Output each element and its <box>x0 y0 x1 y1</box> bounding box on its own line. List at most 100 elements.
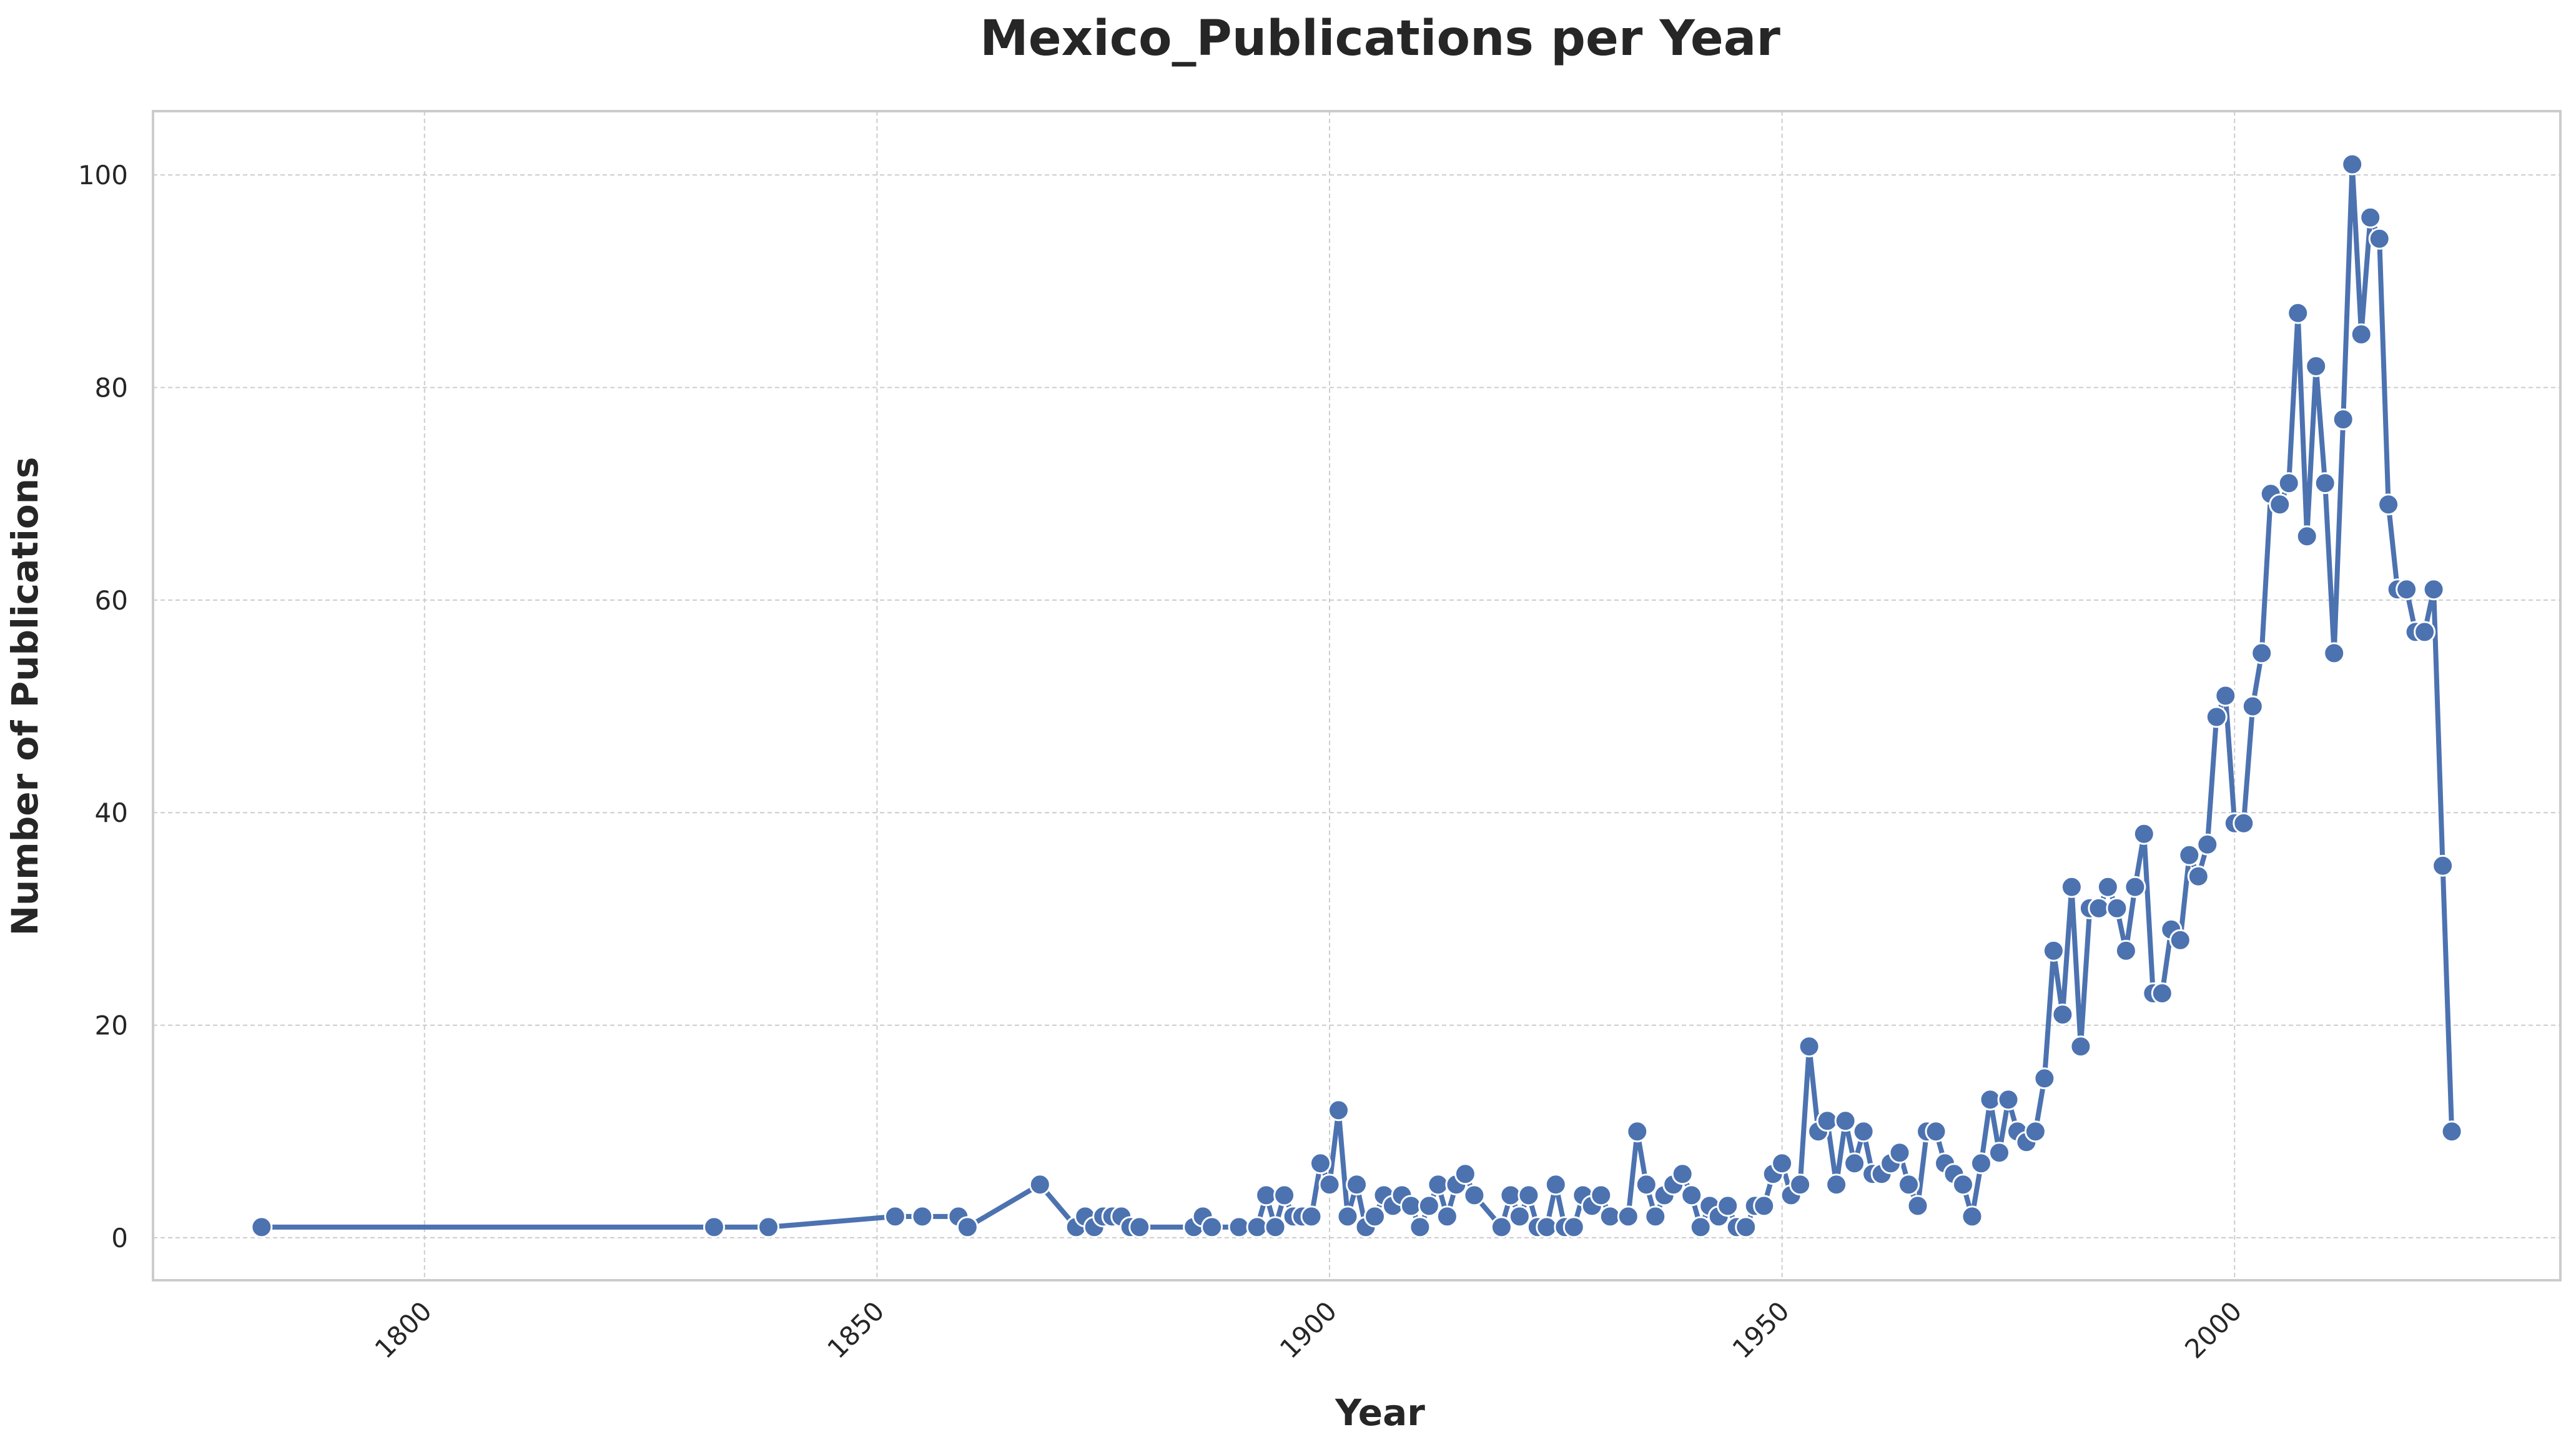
data-point <box>2107 898 2127 918</box>
data-point <box>1790 1175 1810 1195</box>
data-point <box>1428 1175 1448 1195</box>
data-point <box>1817 1111 1837 1131</box>
data-point <box>885 1207 905 1227</box>
data-point <box>1256 1185 1276 1205</box>
data-points <box>252 154 2462 1237</box>
data-point <box>1890 1143 1910 1163</box>
data-point <box>912 1207 932 1227</box>
chart-title: Mexico_Publications per Year <box>980 11 1780 67</box>
data-point <box>1853 1122 1873 1142</box>
data-point <box>1772 1153 1792 1173</box>
data-point <box>1464 1185 1484 1205</box>
data-point <box>252 1217 272 1237</box>
data-point <box>1437 1207 1457 1227</box>
y-tick-label: 20 <box>95 1010 128 1041</box>
data-point <box>1899 1175 1919 1195</box>
data-point <box>2035 1069 2055 1089</box>
data-point <box>1265 1217 1285 1237</box>
data-point <box>1980 1090 2000 1110</box>
data-point <box>1682 1185 1702 1205</box>
data-point <box>1365 1207 1385 1227</box>
data-point <box>1627 1122 1647 1142</box>
data-point <box>1410 1217 1430 1237</box>
data-point <box>2288 303 2308 323</box>
data-point <box>2361 207 2381 227</box>
data-point <box>1311 1153 1331 1173</box>
data-point <box>1401 1196 1421 1216</box>
series-line-layer <box>262 164 2452 1227</box>
y-tick-label: 0 <box>111 1223 128 1253</box>
data-point <box>2369 229 2389 249</box>
data-point <box>2179 845 2199 865</box>
x-tick-label: 1950 <box>1726 1295 1795 1364</box>
data-point <box>1690 1217 1710 1237</box>
data-point <box>2098 877 2118 897</box>
data-point <box>1347 1175 1367 1195</box>
data-point <box>2243 696 2263 716</box>
x-tick-label: 1850 <box>821 1295 890 1364</box>
data-point <box>1718 1196 1738 1216</box>
data-point <box>1591 1185 1611 1205</box>
data-point <box>1320 1175 1340 1195</box>
data-point <box>1419 1196 1439 1216</box>
data-point <box>1962 1207 1982 1227</box>
data-point <box>1827 1175 1847 1195</box>
data-point <box>1971 1153 1991 1173</box>
data-point <box>2125 877 2145 897</box>
data-point <box>1636 1175 1656 1195</box>
x-tick-label: 1800 <box>369 1295 438 1364</box>
data-point <box>2198 834 2218 854</box>
data-point <box>1736 1217 1756 1237</box>
data-point <box>1491 1217 1511 1237</box>
data-point <box>2315 473 2335 493</box>
data-point <box>1338 1207 1358 1227</box>
data-point <box>1990 1143 2010 1163</box>
data-point <box>2333 410 2353 430</box>
data-point <box>1229 1217 1249 1237</box>
data-point <box>2061 877 2081 897</box>
data-point <box>2279 473 2299 493</box>
data-point <box>2306 356 2326 376</box>
data-point <box>2206 707 2226 727</box>
series-line <box>262 164 2452 1227</box>
data-point <box>2351 324 2371 344</box>
y-tick-label: 80 <box>95 372 128 403</box>
data-point <box>2415 622 2435 642</box>
data-point <box>2116 941 2136 961</box>
data-point <box>2134 824 2154 844</box>
data-point <box>2433 856 2453 876</box>
data-point <box>1754 1196 1774 1216</box>
x-tick-label: 2000 <box>2179 1295 2248 1364</box>
data-point <box>2043 941 2063 961</box>
data-point <box>1908 1196 1928 1216</box>
data-point <box>957 1217 977 1237</box>
data-point <box>1537 1217 1557 1237</box>
data-point <box>1564 1217 1584 1237</box>
data-point <box>2025 1122 2045 1142</box>
x-tick-label: 1900 <box>1274 1295 1343 1364</box>
data-point <box>2234 813 2254 833</box>
plot-frame <box>153 111 2560 1280</box>
data-point <box>2270 495 2290 515</box>
y-tick-label: 60 <box>95 585 128 616</box>
data-point <box>1953 1175 1973 1195</box>
data-point <box>1301 1207 1321 1227</box>
data-point <box>1845 1153 1865 1173</box>
data-point <box>2252 643 2272 663</box>
data-point <box>1202 1217 1222 1237</box>
data-point <box>1130 1217 1150 1237</box>
data-point <box>2216 686 2236 706</box>
data-point <box>2397 580 2417 600</box>
grid-lines <box>153 111 2560 1280</box>
data-point <box>1509 1207 1529 1227</box>
data-point <box>1519 1185 1539 1205</box>
data-point <box>1600 1207 1620 1227</box>
data-point <box>1998 1090 2018 1110</box>
data-point <box>1030 1175 1050 1195</box>
y-axis-title: Number of Publications <box>4 457 46 936</box>
data-point <box>1455 1164 1475 1184</box>
data-point <box>2379 495 2399 515</box>
data-point <box>1618 1207 1638 1227</box>
